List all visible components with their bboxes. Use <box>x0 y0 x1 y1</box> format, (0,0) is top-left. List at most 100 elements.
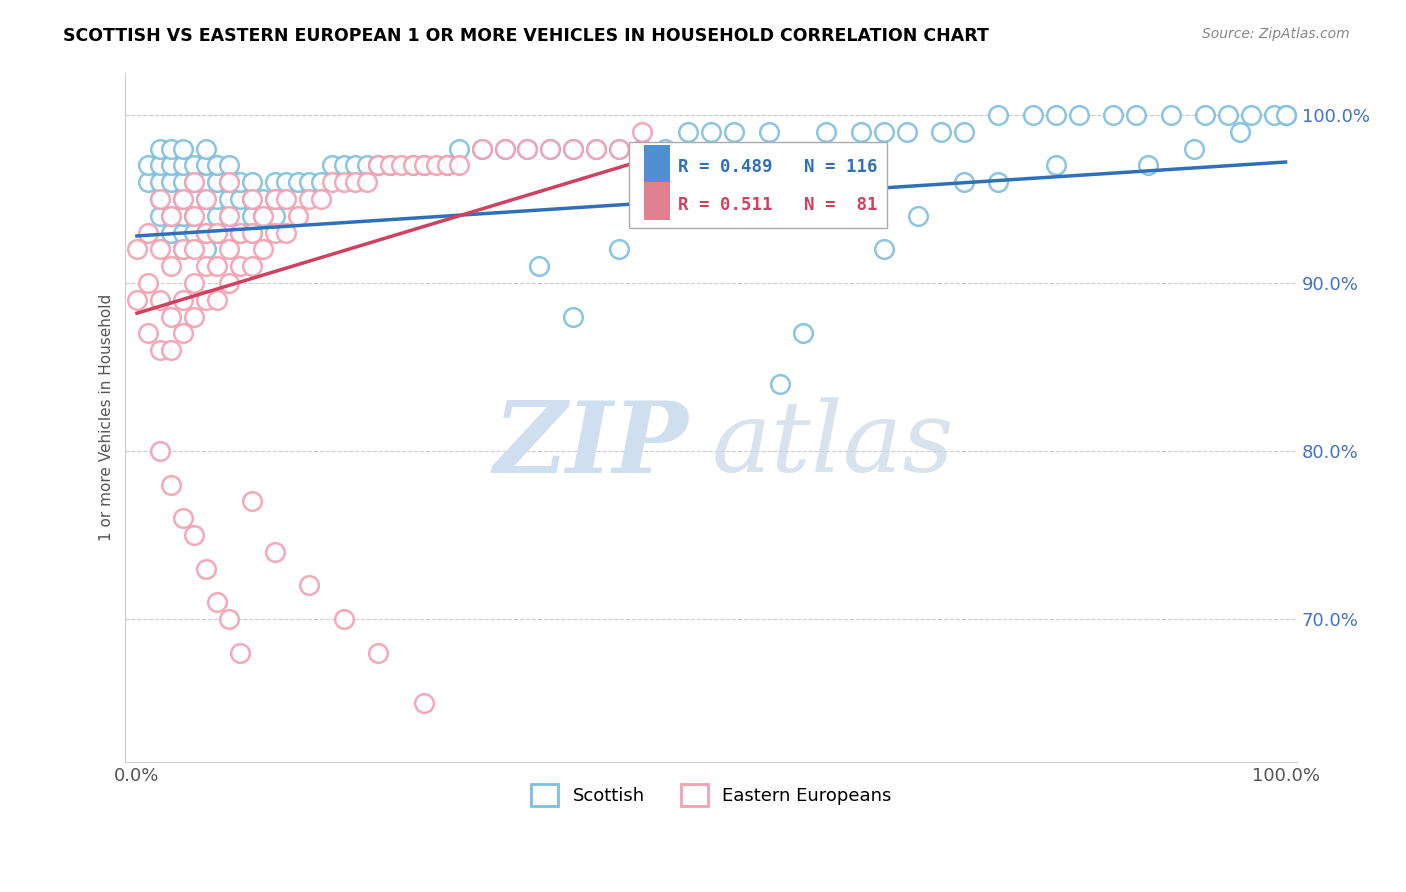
Point <box>585 142 607 156</box>
Point <box>389 158 412 172</box>
Point <box>344 158 367 172</box>
Point <box>344 175 367 189</box>
Point <box>194 243 217 257</box>
Point <box>896 125 918 139</box>
Point <box>562 310 585 324</box>
Point <box>183 310 205 324</box>
Text: R = 0.489   N = 116: R = 0.489 N = 116 <box>679 159 877 177</box>
Point <box>172 209 194 223</box>
Point <box>447 158 470 172</box>
Point <box>207 175 229 189</box>
Point <box>769 376 792 391</box>
Point <box>540 142 562 156</box>
Point <box>194 192 217 206</box>
Point <box>183 276 205 290</box>
Point <box>149 142 172 156</box>
Point <box>149 444 172 458</box>
Point <box>1045 158 1067 172</box>
Point <box>723 125 745 139</box>
Point <box>240 192 263 206</box>
Point <box>298 192 321 206</box>
Point <box>207 226 229 240</box>
Point <box>631 142 654 156</box>
Point <box>218 175 240 189</box>
Point <box>160 310 183 324</box>
Point <box>287 209 309 223</box>
Point <box>1274 108 1296 122</box>
Point <box>194 209 217 223</box>
Point <box>1125 108 1147 122</box>
Point <box>654 142 676 156</box>
Point <box>172 192 194 206</box>
Point <box>149 209 172 223</box>
Point <box>138 326 160 341</box>
Point <box>160 158 183 172</box>
Point <box>160 226 183 240</box>
Point <box>609 142 631 156</box>
Point <box>149 343 172 358</box>
Point <box>609 142 631 156</box>
Point <box>125 243 148 257</box>
Point <box>413 158 436 172</box>
Point <box>183 209 205 223</box>
Point <box>332 158 354 172</box>
Text: Source: ZipAtlas.com: Source: ZipAtlas.com <box>1202 27 1350 41</box>
Point <box>378 158 401 172</box>
Point <box>172 158 194 172</box>
Point <box>172 293 194 307</box>
Point <box>413 696 436 710</box>
Point <box>872 125 894 139</box>
Point <box>229 646 252 660</box>
Point <box>218 276 240 290</box>
Point <box>263 209 285 223</box>
Point <box>149 158 172 172</box>
Point <box>207 158 229 172</box>
Point <box>953 125 976 139</box>
Point <box>218 243 240 257</box>
Point <box>1102 108 1125 122</box>
Point <box>562 142 585 156</box>
Point <box>276 175 298 189</box>
Point <box>367 158 389 172</box>
Point <box>287 175 309 189</box>
Point <box>527 259 550 273</box>
Point <box>815 125 838 139</box>
Point <box>240 259 263 273</box>
Point <box>413 158 436 172</box>
Point <box>1045 108 1067 122</box>
Point <box>436 158 458 172</box>
Point <box>172 142 194 156</box>
Point <box>609 243 631 257</box>
Point <box>218 209 240 223</box>
Point <box>276 192 298 206</box>
Point <box>149 192 172 206</box>
Point <box>207 192 229 206</box>
Point <box>240 494 263 508</box>
Point <box>401 158 423 172</box>
Point <box>183 192 205 206</box>
Point <box>263 192 285 206</box>
Point <box>160 142 183 156</box>
Point <box>218 209 240 223</box>
Point <box>700 125 723 139</box>
Point <box>149 243 172 257</box>
Point <box>160 259 183 273</box>
Point <box>953 175 976 189</box>
Legend: Scottish, Eastern Europeans: Scottish, Eastern Europeans <box>522 774 901 814</box>
Point <box>183 226 205 240</box>
Point <box>263 192 285 206</box>
Point <box>183 175 205 189</box>
Point <box>1022 108 1045 122</box>
FancyBboxPatch shape <box>644 145 671 183</box>
Point <box>218 192 240 206</box>
Point <box>229 259 252 273</box>
Point <box>207 226 229 240</box>
Point <box>447 142 470 156</box>
FancyBboxPatch shape <box>644 182 671 219</box>
Point <box>987 108 1010 122</box>
Point <box>149 293 172 307</box>
Point <box>183 158 205 172</box>
Point <box>585 142 607 156</box>
Point <box>138 175 160 189</box>
Point <box>849 125 872 139</box>
